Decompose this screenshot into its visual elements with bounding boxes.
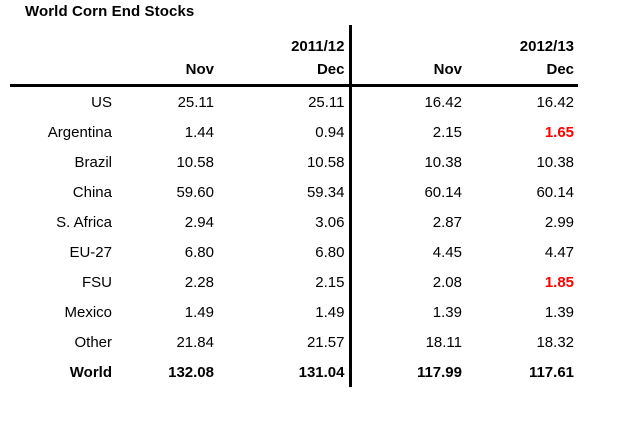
cell-nov-2011: 2.28 bbox=[184, 273, 214, 291]
cell-dec-2012: 18.32 bbox=[536, 333, 575, 351]
col-header-nov-2011: Nov bbox=[130, 55, 218, 87]
row-label: US bbox=[91, 93, 112, 111]
col-header-nov-2012: Nov bbox=[350, 55, 466, 87]
table-row: Mexico 1.49 1.49 1.39 1.39 bbox=[10, 297, 578, 327]
row-label: China bbox=[72, 183, 112, 201]
cell-dec-2011: 21.57 bbox=[218, 327, 352, 357]
cell-nov-2011: 25.11 bbox=[177, 93, 214, 111]
year-header-row: 2011/12 2012/13 bbox=[10, 25, 578, 55]
row-label: FSU bbox=[82, 273, 112, 291]
cell-nov-2011: 132.08 bbox=[168, 363, 214, 381]
cell-dec-2011: 6.80 bbox=[218, 237, 352, 267]
cell-nov-2011: 21.84 bbox=[176, 333, 214, 351]
cell-nov-2011: 59.60 bbox=[176, 183, 214, 201]
cell-nov-2011: 6.80 bbox=[184, 243, 214, 261]
cell-dec-2012: 1.65 bbox=[544, 123, 575, 141]
year-header-spacer bbox=[10, 25, 130, 55]
cell-nov-2012: 16.42 bbox=[424, 93, 462, 111]
cell-dec-2012: 10.38 bbox=[536, 153, 575, 171]
row-label: World bbox=[69, 363, 112, 381]
cell-dec-2012: 117.61 bbox=[528, 363, 575, 381]
cell-nov-2012: 18.11 bbox=[425, 333, 462, 351]
month-header-row: Nov Dec Nov Dec bbox=[10, 55, 579, 87]
cell-nov-2011: 1.49 bbox=[184, 303, 214, 321]
col-header-dec-2011: Dec bbox=[218, 55, 352, 87]
row-label: S. Africa bbox=[56, 213, 112, 231]
table-row: FSU 2.28 2.15 2.08 1.85 bbox=[10, 267, 578, 297]
cell-dec-2012: 1.39 bbox=[544, 303, 575, 321]
col-header-dec-2012: Dec bbox=[466, 55, 579, 87]
page-title: World Corn End Stocks bbox=[25, 3, 195, 20]
cell-nov-2012: 2.87 bbox=[432, 213, 462, 231]
cell-nov-2011: 2.94 bbox=[184, 213, 214, 231]
table-row: Argentina 1.44 0.94 2.15 1.65 bbox=[10, 117, 578, 147]
cell-dec-2011: 3.06 bbox=[218, 207, 352, 237]
table-row: Brazil 10.58 10.58 10.38 10.38 bbox=[10, 147, 578, 177]
cell-dec-2011: 25.11 bbox=[218, 85, 352, 117]
row-label: Other bbox=[74, 333, 112, 351]
cell-dec-2012: 1.85 bbox=[544, 273, 575, 291]
cell-dec-2011: 1.49 bbox=[218, 297, 352, 327]
cell-dec-2012: 4.47 bbox=[544, 243, 575, 261]
table-row: EU-27 6.80 6.80 4.45 4.47 bbox=[10, 237, 578, 267]
table-row: China 59.60 59.34 60.14 60.14 bbox=[10, 177, 578, 207]
cell-dec-2012: 16.42 bbox=[536, 93, 575, 111]
row-label: Mexico bbox=[64, 303, 112, 321]
cell-dec-2011: 59.34 bbox=[218, 177, 352, 207]
cell-nov-2012: 1.39 bbox=[432, 303, 462, 321]
year-group-2012-13: 2012/13 bbox=[519, 38, 575, 55]
table-row: World 132.08 131.04 117.99 117.61 bbox=[10, 357, 578, 387]
year-group-2011-12: 2011/12 bbox=[130, 25, 352, 55]
row-label: EU-27 bbox=[69, 243, 112, 261]
cell-dec-2011: 10.58 bbox=[218, 147, 352, 177]
cell-nov-2012: 10.38 bbox=[424, 153, 462, 171]
cell-dec-2011: 0.94 bbox=[218, 117, 352, 147]
table-row: Other 21.84 21.57 18.11 18.32 bbox=[10, 327, 578, 357]
cell-nov-2012: 117.99 bbox=[416, 363, 462, 381]
cell-nov-2012: 2.15 bbox=[432, 123, 462, 141]
month-header-spacer bbox=[10, 55, 130, 87]
table-body: US 25.11 25.11 16.42 16.42 Argentina 1.4… bbox=[10, 85, 578, 387]
corn-stocks-table: 2011/12 2012/13 Nov Dec Nov Dec US 25.11… bbox=[10, 25, 579, 387]
cell-dec-2011: 131.04 bbox=[218, 357, 352, 387]
row-label: Argentina bbox=[47, 123, 112, 141]
cell-nov-2011: 1.44 bbox=[184, 123, 214, 141]
cell-dec-2012: 2.99 bbox=[544, 213, 575, 231]
cell-nov-2012: 60.14 bbox=[424, 183, 462, 201]
table-row: S. Africa 2.94 3.06 2.87 2.99 bbox=[10, 207, 578, 237]
cell-dec-2012: 60.14 bbox=[536, 183, 575, 201]
table-row: US 25.11 25.11 16.42 16.42 bbox=[10, 85, 578, 117]
cell-nov-2012: 4.45 bbox=[432, 243, 462, 261]
cell-dec-2011: 2.15 bbox=[218, 267, 352, 297]
cell-nov-2012: 2.08 bbox=[432, 273, 462, 291]
cell-nov-2011: 10.58 bbox=[176, 153, 214, 171]
row-label: Brazil bbox=[74, 153, 112, 171]
